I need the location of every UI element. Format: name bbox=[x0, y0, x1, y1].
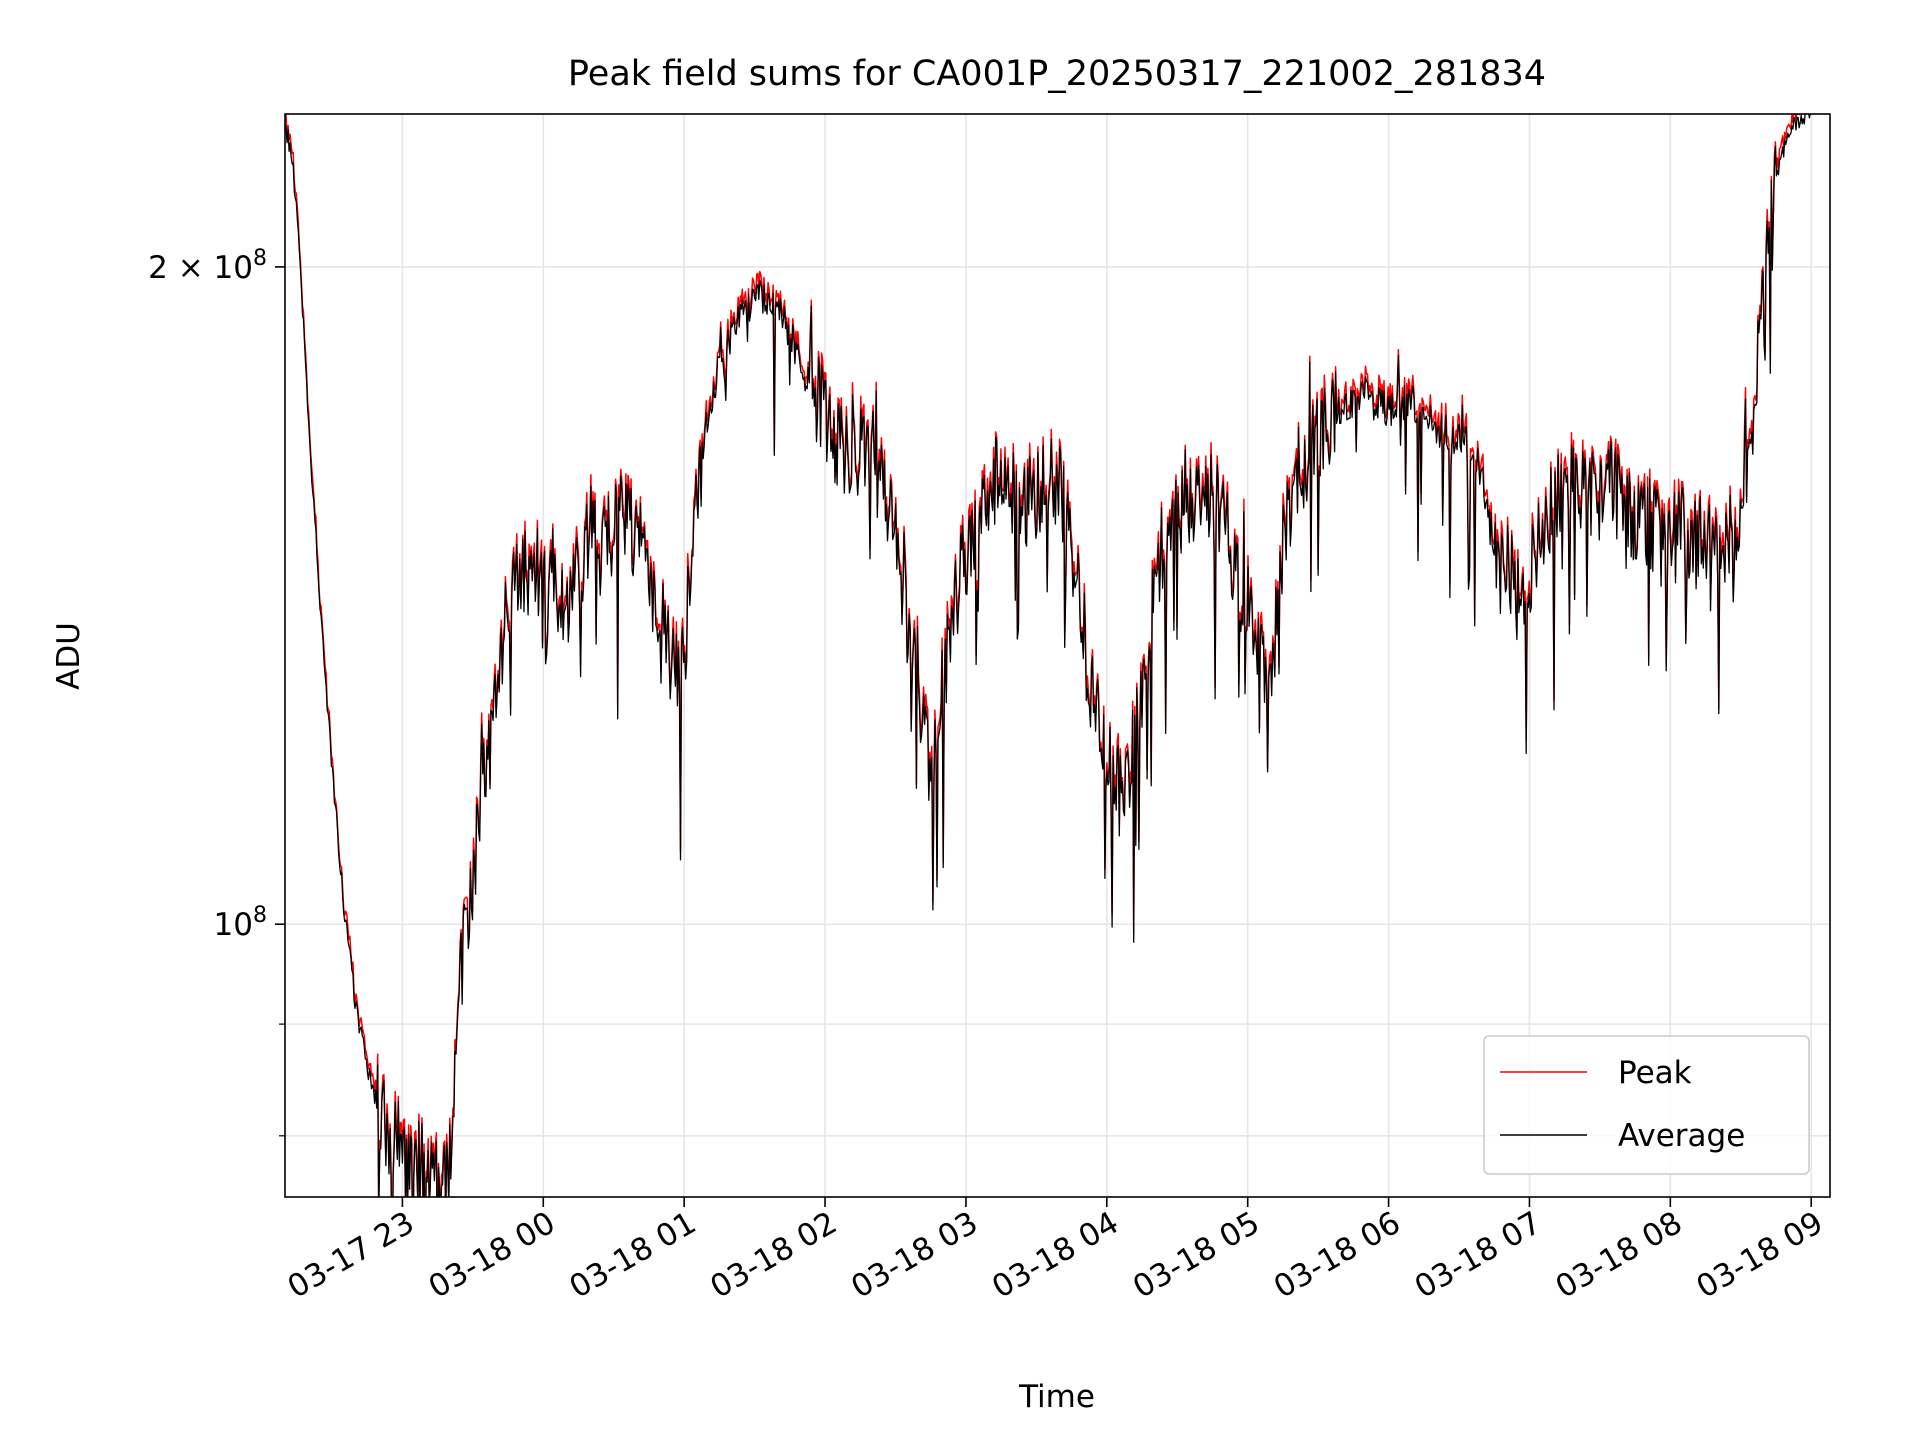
y-tick-exponent: 8 bbox=[253, 246, 267, 271]
y-axis-label: ADU bbox=[51, 622, 87, 690]
y-tick-label: 108 bbox=[214, 903, 267, 943]
x-axis-label: Time bbox=[1018, 1379, 1095, 1415]
y-tick-coef: 2 × bbox=[148, 250, 213, 286]
chart-title: Peak field sums for CA001P_20250317_2210… bbox=[568, 54, 1546, 94]
plot-area bbox=[285, 114, 1830, 1197]
series-average-line bbox=[285, 114, 1811, 1197]
plot-frame bbox=[284, 113, 1831, 1198]
legend-peak-label: Peak bbox=[1618, 1055, 1692, 1091]
y-tick-base: 10 bbox=[214, 907, 253, 943]
grid-lines bbox=[285, 114, 1830, 1197]
y-tick-label: 2 × 108 bbox=[148, 246, 267, 286]
y-tick-exponent: 8 bbox=[253, 903, 267, 928]
y-tick-base: 10 bbox=[214, 250, 253, 286]
series-layer bbox=[285, 114, 1811, 1197]
legend-box bbox=[1483, 1035, 1810, 1175]
legend-average-label: Average bbox=[1618, 1118, 1745, 1154]
legend: Peak Average bbox=[1483, 1035, 1810, 1175]
